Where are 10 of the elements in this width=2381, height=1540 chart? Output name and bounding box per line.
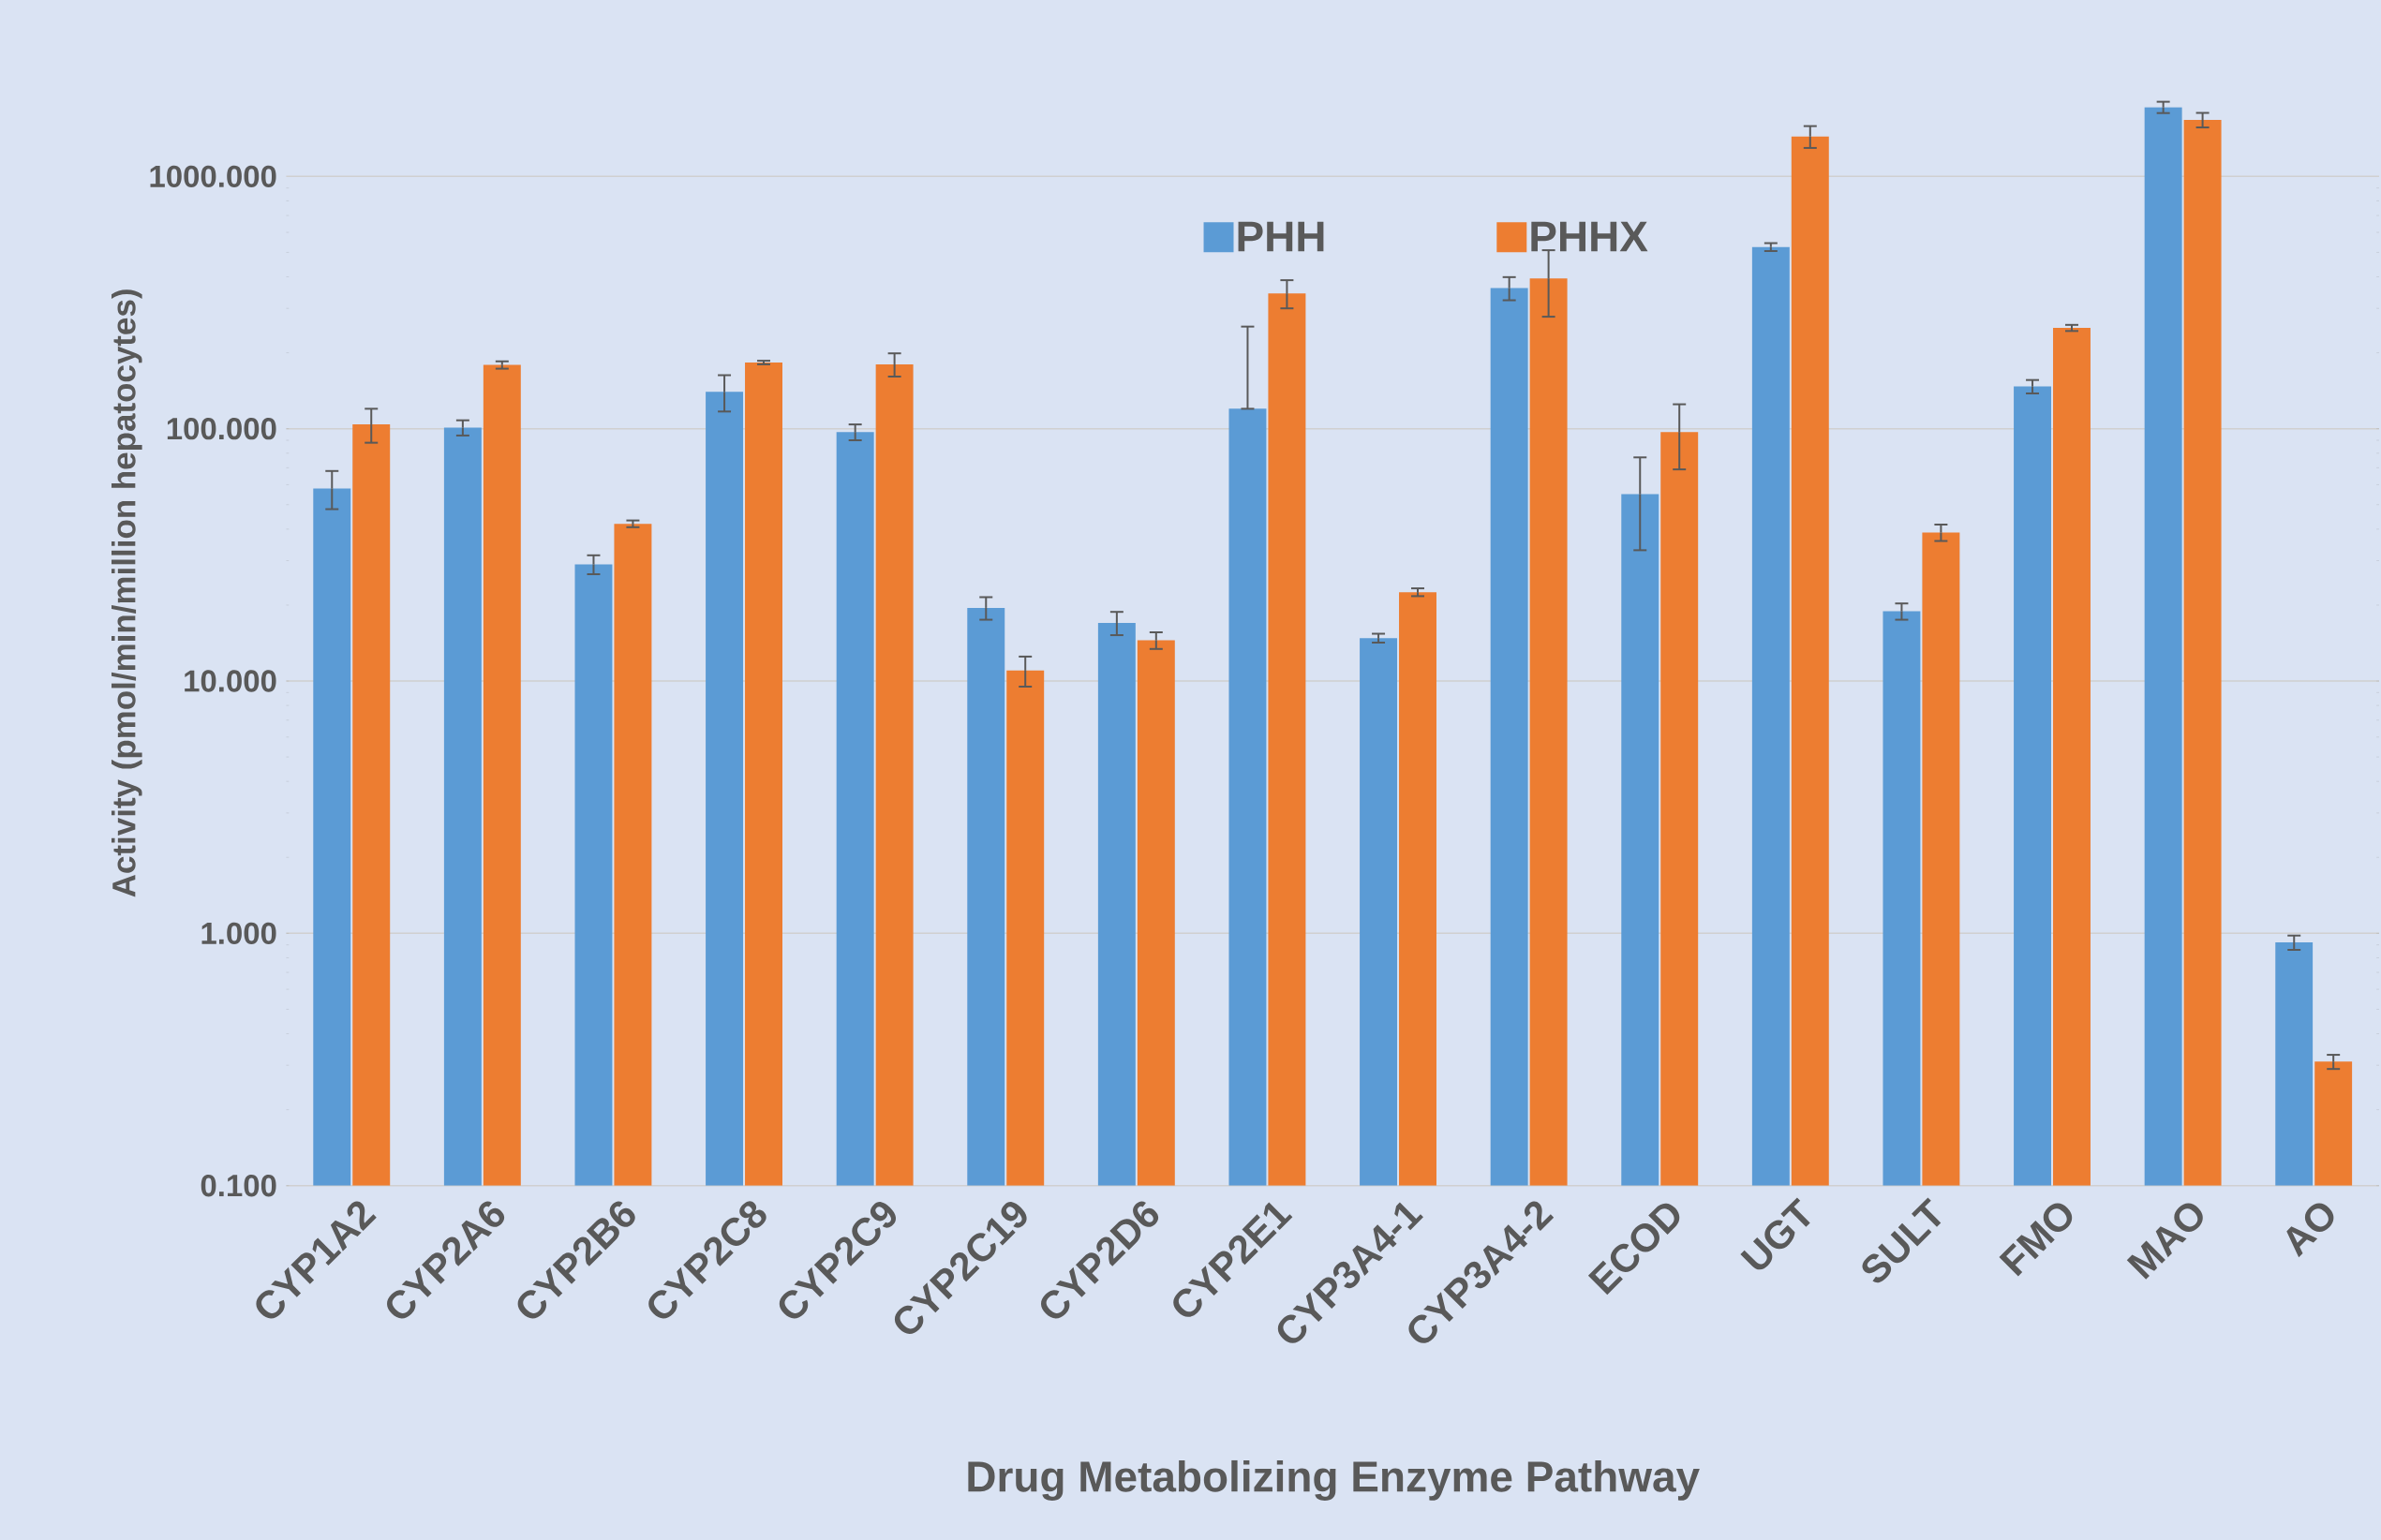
x-tick-label: AO [2286,1203,2334,1258]
y-tick-label: 100.000 [167,417,276,440]
y-tick-label: 0.100 [201,1174,276,1197]
y-tick-label: 1.000 [201,922,276,944]
y-tick-label: 10.000 [185,670,276,692]
y-tick-label: 1000.000 [150,165,276,187]
legend-label: PHHX [1531,221,1648,252]
x-axis-title: Drug Metabolizing Enzyme Pathway [968,1459,1700,1501]
legend-label: PHH [1238,221,1324,252]
y-axis-title: Activity (pmol/min/million hepatocytes) [112,289,142,897]
